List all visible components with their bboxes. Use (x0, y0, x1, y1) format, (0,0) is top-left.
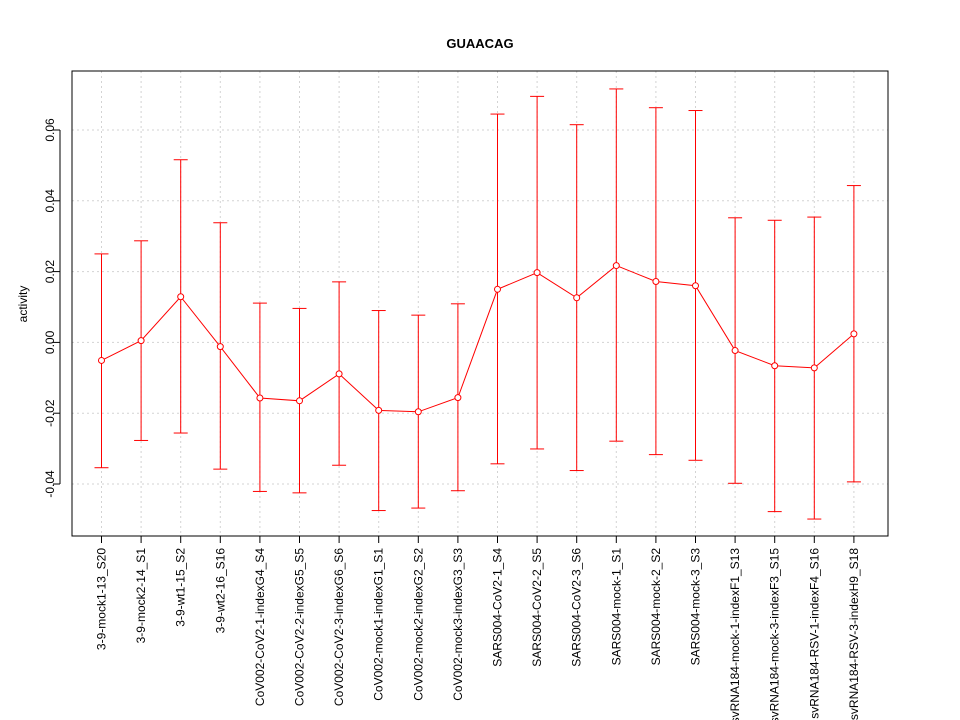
chart-title: GUAACAG (446, 36, 513, 51)
series-line-layer (101, 265, 855, 413)
x-tick-label: svRNA184-RSV-3-indexH9_S18 (847, 548, 861, 720)
data-point (771, 362, 779, 370)
x-tick-label: SARS004-mock-3_S3 (689, 548, 703, 666)
grid-layer (72, 71, 888, 536)
x-tick-label: svRNA184-mock-1-indexF1_S13 (728, 548, 742, 720)
data-point (692, 282, 699, 290)
data-point (810, 364, 818, 372)
data-point (375, 406, 383, 414)
data-point (256, 394, 264, 402)
x-tick-label: CoV002-mock2-indexG2_S2 (411, 548, 425, 701)
y-tick-label: -0.04 (43, 470, 57, 498)
x-tick-label: CoV002-CoV2-3-indexG6_S6 (332, 548, 346, 706)
x-tick-label: SARS004-mock-2_S2 (649, 548, 663, 666)
x-tick-label: SARS004-CoV2-2_S5 (530, 548, 544, 667)
x-tick-label: 3-9-wt1-15_S2 (174, 548, 188, 627)
data-point (454, 394, 462, 402)
x-axis: 3-9-mock1-13_S20 3-9-mock2-14_S1 3-9-wt1-1… (95, 535, 861, 720)
data-point (573, 294, 581, 302)
y-tick-label: 0.02 (43, 260, 57, 284)
x-tick-label: svRNA184-mock-3-indexF3_S15 (768, 548, 782, 720)
y-tick-label: 0.04 (43, 189, 57, 213)
data-point (533, 269, 541, 277)
data-point (731, 347, 739, 355)
y-tick-label: 0.00 (43, 330, 57, 354)
x-tick-label: SARS004-mock-1_S1 (609, 548, 623, 666)
data-point (137, 337, 145, 345)
x-tick-label: CoV002-CoV2-1-indexG4_S4 (253, 548, 267, 706)
series-line (101, 265, 855, 413)
x-tick-label: 3-9-wt2-16_S16 (213, 548, 227, 634)
data-point (296, 397, 303, 405)
data-point (216, 343, 224, 351)
x-tick-label: 3-9-mock2-14_S1 (134, 548, 148, 644)
data-point (177, 293, 185, 301)
x-tick-label: CoV002-CoV2-2-indexG5_S5 (293, 548, 307, 706)
x-tick-label: SARS004-CoV2-3_S6 (570, 548, 584, 667)
data-point (335, 370, 343, 378)
x-tick-label: SARS004-CoV2-1_S4 (491, 548, 505, 667)
data-point (652, 278, 660, 286)
y-tick-label: -0.02 (43, 399, 57, 427)
data-point (414, 408, 422, 416)
x-tick-label: 3-9-mock1-13_S20 (95, 548, 109, 650)
y-tick-label: 0.06 (43, 118, 57, 142)
data-point (612, 262, 620, 270)
data-point (850, 330, 858, 338)
plot-frame (71, 70, 889, 537)
data-point (494, 285, 501, 293)
x-tick-label: svRNA184-RSV-1-indexF4_S16 (807, 548, 821, 719)
y-axis-label: activity (16, 286, 30, 323)
x-tick-label: CoV002-mock1-indexG1_S1 (372, 548, 386, 701)
points-layer (98, 262, 858, 416)
y-axis: -0.04 -0.02 0.00 0.02 0.04 0.06 (43, 118, 61, 498)
x-tick-label: CoV002-mock3-indexG3_S3 (451, 548, 465, 701)
data-point (98, 356, 105, 364)
error-bars-layer (94, 88, 861, 520)
